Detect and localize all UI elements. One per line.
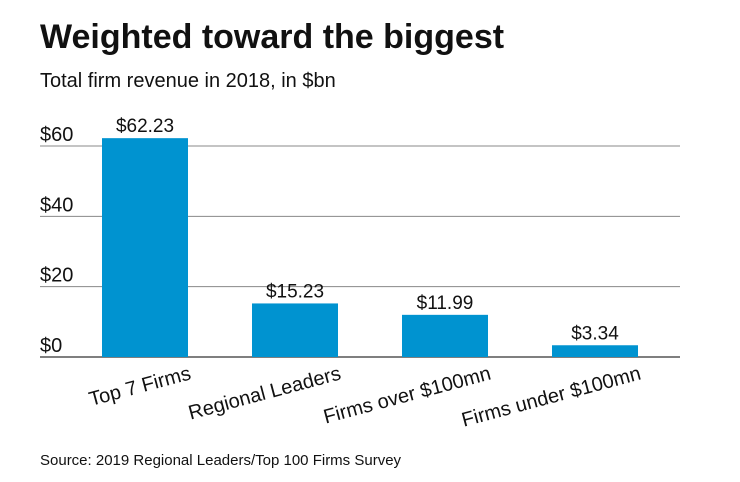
chart-subtitle: Total firm revenue in 2018, in $bn	[40, 70, 336, 92]
source-note: Source: 2019 Regional Leaders/Top 100 Fi…	[40, 452, 402, 469]
bar	[102, 138, 188, 357]
data-label: $62.23	[116, 116, 174, 137]
x-tick-label: Top 7 Firms	[87, 363, 194, 411]
data-label: $11.99	[417, 293, 474, 314]
bar	[402, 314, 488, 357]
y-tick-label: $0	[40, 335, 62, 357]
y-tick-label: $40	[40, 194, 73, 216]
data-label: $15.23	[266, 281, 324, 302]
x-tick-label: Regional Leaders	[186, 363, 343, 425]
y-tick-label: $20	[40, 265, 73, 287]
y-tick-label: $60	[40, 124, 73, 146]
data-label: $3.34	[571, 323, 619, 344]
bar	[552, 345, 638, 357]
bar	[252, 303, 338, 357]
chart-title: Weighted toward the biggest	[40, 18, 505, 56]
